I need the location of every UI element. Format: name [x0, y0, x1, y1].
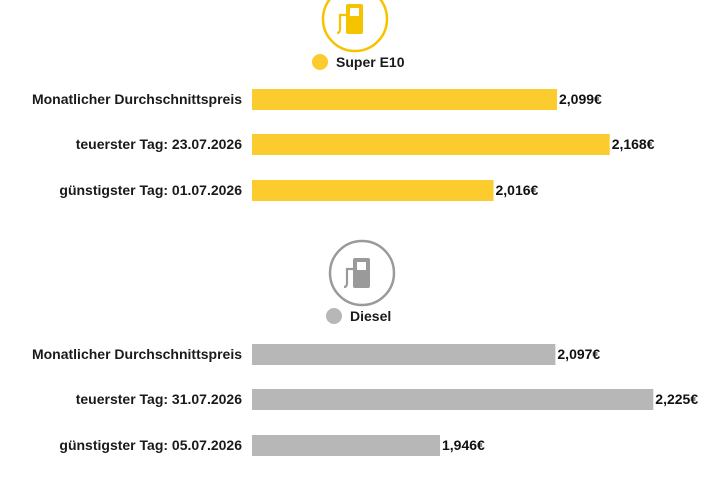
super-fuel-pump-icon — [321, 0, 389, 53]
diesel-category-label-0: Monatlicher Durchschnittspreis — [32, 346, 242, 362]
super-category-label-2: günstigster Tag: 01.07.2026 — [59, 182, 242, 198]
super-bar-1 — [252, 134, 610, 155]
diesel-category-label-1: teuerster Tag: 31.07.2026 — [76, 391, 242, 407]
legend-label-super: Super E10 — [336, 54, 405, 70]
diesel-category-label-2: günstigster Tag: 05.07.2026 — [59, 437, 242, 453]
legend-swatch-super — [312, 54, 328, 70]
legend-super: Super E10 — [312, 54, 405, 70]
diesel-bar-2 — [252, 435, 440, 456]
super-category-label-1: teuerster Tag: 23.07.2026 — [76, 136, 242, 152]
super-bar-2 — [252, 180, 494, 201]
diesel-bar-0 — [252, 344, 556, 365]
super-value-label-2: 2,016€ — [496, 182, 539, 198]
diesel-fuel-pump-icon — [328, 239, 396, 307]
diesel-value-label-0: 2,097€ — [557, 346, 600, 362]
super-bar-0 — [252, 89, 557, 110]
diesel-series: Monatlicher Durchschnittspreis 2,097€ te… — [32, 344, 698, 456]
legend-swatch-diesel — [326, 308, 342, 324]
super-category-label-0: Monatlicher Durchschnittspreis — [32, 91, 242, 107]
super-series: Monatlicher Durchschnittspreis 2,099€ te… — [32, 89, 655, 201]
diesel-value-label-1: 2,225€ — [655, 391, 698, 407]
legend-label-diesel: Diesel — [350, 308, 391, 324]
diesel-bar-1 — [252, 389, 654, 410]
super-value-label-0: 2,099€ — [559, 91, 602, 107]
super-value-label-1: 2,168€ — [612, 136, 655, 152]
legend-diesel: Diesel — [326, 308, 391, 324]
diesel-value-label-2: 1,946€ — [442, 437, 485, 453]
